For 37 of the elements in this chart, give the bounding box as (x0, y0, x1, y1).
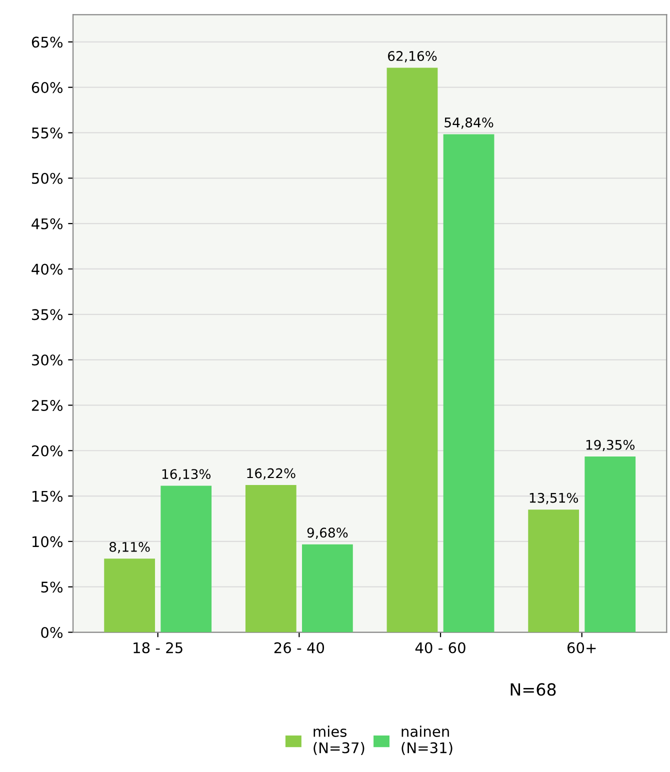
bar (160, 486, 212, 632)
data-label: 16,13% (162, 469, 211, 480)
x-tick-label: 26 - 40 (274, 642, 324, 654)
y-tick-label: 45% (32, 218, 63, 230)
bar (302, 544, 353, 632)
y-tick-label: 50% (32, 172, 63, 184)
data-label: 19,35% (586, 440, 635, 452)
text: N=68 (510, 683, 556, 696)
y-tick-label: 40% (32, 264, 63, 275)
y-tick-label: 15% (32, 490, 63, 502)
bar (245, 484, 296, 632)
data-label: 54,84% (444, 117, 494, 129)
y-tick-label: 55% (32, 127, 63, 138)
bar (528, 510, 580, 632)
data-label: 9,68% (307, 528, 348, 539)
data-label: 62,16% (388, 51, 437, 62)
x-tick-label: 40 - 60 (415, 642, 466, 654)
y-tick-label: 0% (41, 626, 63, 638)
y-tick-label: 10% (32, 536, 63, 548)
y-tick-label: 5% (41, 582, 63, 593)
data-label: 13,51% (530, 492, 578, 504)
bar (443, 134, 494, 632)
x-tick-label: 18 - 25 (134, 642, 182, 654)
y-tick-label: 65% (32, 36, 63, 48)
y-tick-label: 30% (32, 354, 63, 366)
bar (386, 68, 438, 632)
data-label: 8,11% (110, 542, 150, 554)
y-tick-label: 35% (32, 309, 63, 320)
y-tick-label: 60% (32, 82, 63, 94)
bar (584, 456, 636, 632)
bar (104, 558, 156, 632)
x-tick-label: 60+ (567, 642, 596, 654)
y-tick-label: 20% (32, 445, 63, 456)
legend-label: nainen (N=31) (402, 726, 452, 756)
y-tick-label: 25% (32, 400, 63, 411)
data-label: 16,22% (247, 468, 296, 480)
legend-label: mies (N=37) (314, 726, 364, 756)
